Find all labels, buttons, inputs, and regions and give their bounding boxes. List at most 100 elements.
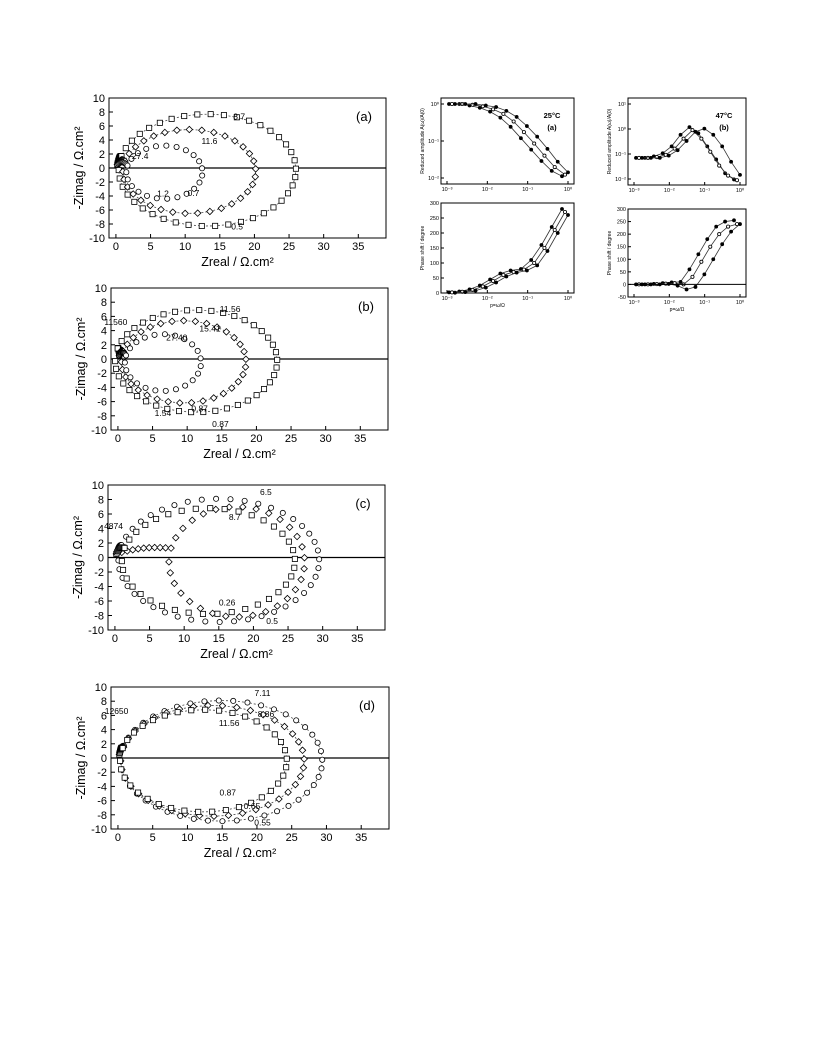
y-tick-label: 300 [617,207,626,213]
point-annotation: 0.7 [188,188,200,198]
data-point [508,268,513,273]
data-point [678,132,683,137]
x-tick-label: 10⁻³ [442,296,453,302]
y-tick-label: 4 [98,524,104,536]
data-point [143,145,150,152]
data-point [199,172,206,179]
plot-frame [440,202,575,294]
data-point [207,505,214,512]
data-point [291,555,298,562]
y-tick-label: 4 [101,725,107,737]
data-point [241,363,250,371]
plot-frame [627,208,747,298]
data-point [230,333,238,342]
data-point [274,356,281,363]
data-point [173,143,180,150]
data-point [139,319,146,326]
data-point [155,801,162,808]
data-point [473,288,478,293]
series-0 [447,207,564,295]
data-point [166,569,175,577]
y-tick-label: 8 [99,107,105,119]
data-point [315,565,322,572]
data-point [257,122,264,129]
data-point [165,558,173,566]
data-point [681,136,686,141]
y-tick-label: 10 [95,283,107,295]
data-point [121,774,128,781]
data-point [726,224,731,229]
x-tick-label: 20 [248,241,260,253]
y-tick-label: 10⁻² [615,177,626,183]
y-tick-label: 150 [430,246,439,252]
data-point [124,737,131,744]
data-point [277,739,284,746]
data-point [165,511,172,518]
data-point [279,530,286,537]
data-point [176,399,184,407]
data-point [225,221,232,228]
data-point [241,317,248,324]
data-point [542,153,547,158]
data-point [142,521,149,528]
data-point [221,506,228,513]
y-tick-label: 2 [101,739,107,751]
series-diamond [112,503,309,621]
data-point [229,709,236,716]
point-annotation: 0.87 [191,404,208,414]
x-tick-label: 5 [149,433,155,445]
data-point [267,787,274,794]
data-point [131,143,140,151]
data-point [217,204,226,213]
data-point [142,384,149,391]
panel-label: (a) [356,109,372,124]
data-point [249,215,256,222]
data-point [453,102,457,106]
y-tick-label: 10⁻¹ [428,139,439,145]
x-tick-label: 35 [354,433,366,445]
data-point [171,502,178,509]
data-point [220,309,227,316]
data-point [275,795,283,803]
data-point [199,397,207,405]
data-point [253,392,260,399]
panel-label: (b) [358,299,374,314]
y-tick-label: -10 [89,233,105,245]
data-point [178,507,185,514]
point-annotation: 7.11 [255,688,271,698]
data-point [172,308,179,315]
x-tick-label: 25 [282,633,294,645]
data-point [234,377,243,386]
data-point [161,331,168,338]
data-point [242,713,249,720]
data-point [120,566,127,573]
data-point [227,496,234,503]
data-point [137,196,145,205]
data-point [168,804,175,811]
data-point [316,556,323,563]
y-tick-label: 0 [436,291,439,297]
data-point [299,522,306,529]
data-point [501,111,506,116]
data-point [221,132,229,140]
x-tick-label: 25 [283,241,295,253]
data-point [690,128,695,133]
data-point [189,377,196,384]
data-point [146,323,155,331]
data-point [640,155,644,160]
data-point [275,780,282,787]
data-point [235,804,242,811]
x-tick-label: 10⁰ [564,186,573,193]
x-tick-label: 25 [285,433,297,445]
data-point [117,757,124,764]
data-point [181,336,188,343]
data-point [261,607,270,616]
data-point [302,724,309,731]
data-point [552,227,557,232]
x-tick-label: 10⁻² [664,300,675,306]
y-axis-label: Reduced amplitude A(ω)/A(0) [607,108,613,174]
data-point [545,146,550,151]
x-tick-label: 10 [181,832,193,844]
data-point [463,290,468,295]
